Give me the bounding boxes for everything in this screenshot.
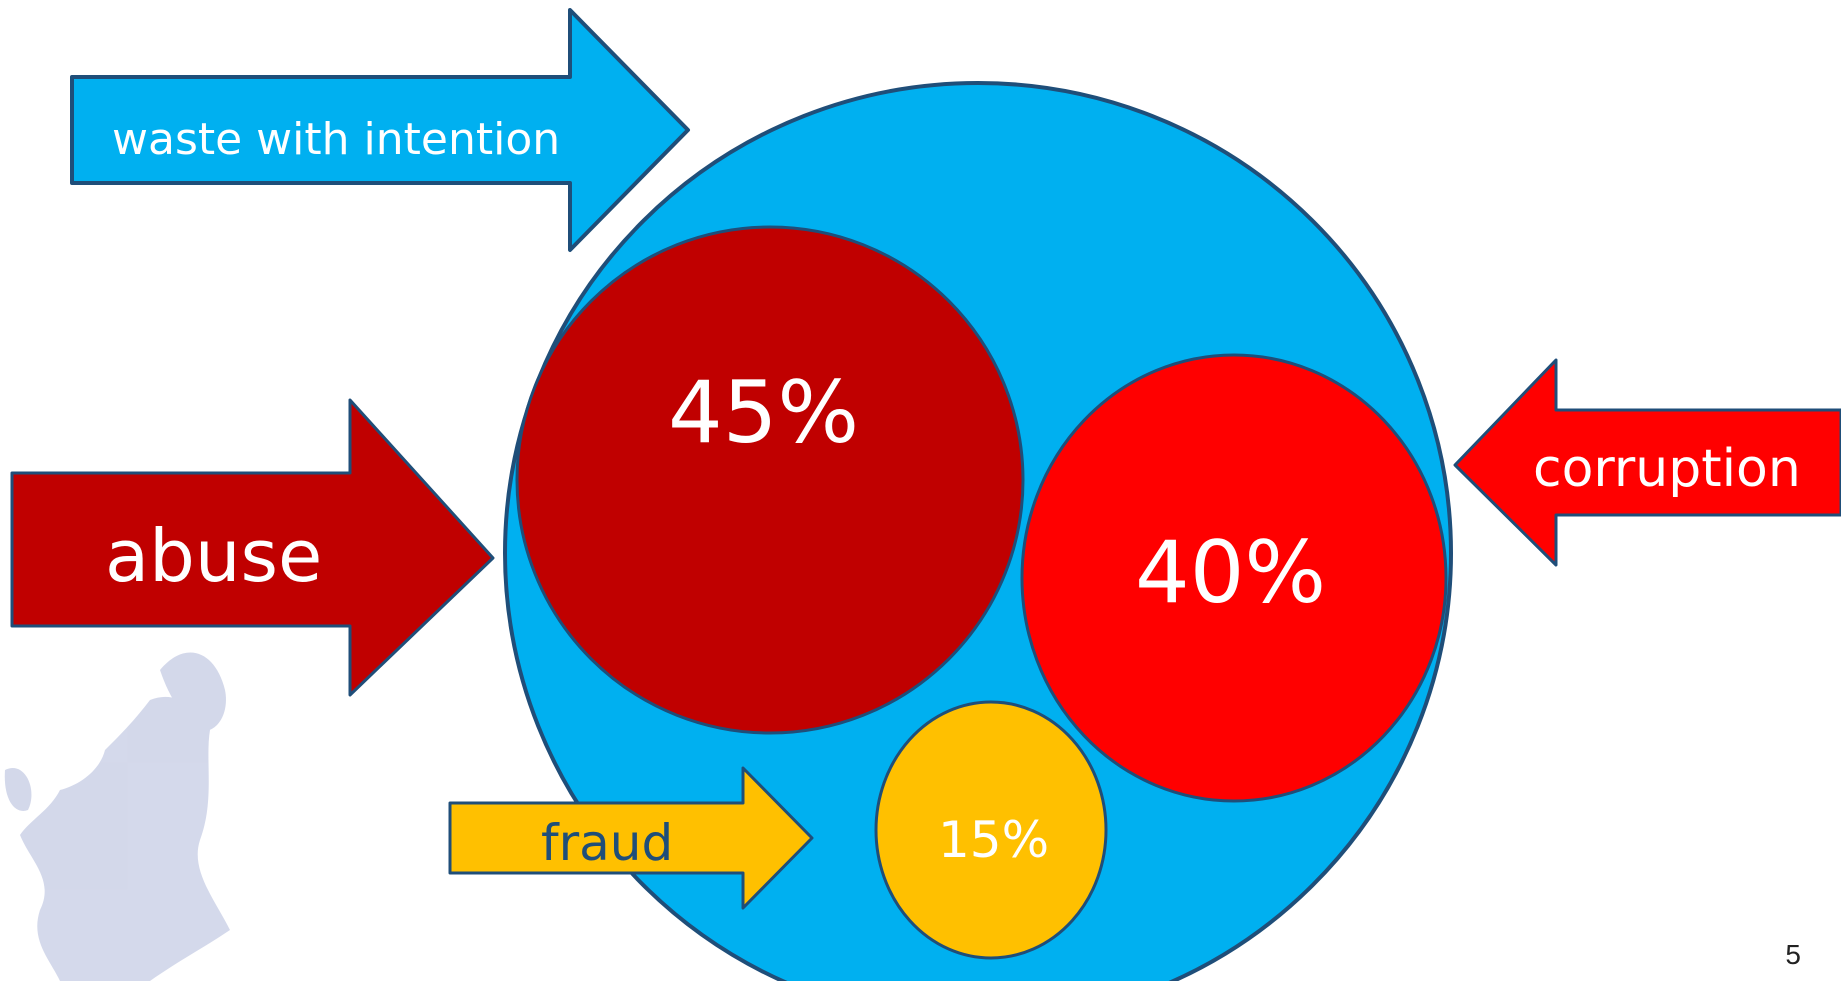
waste-with-intention-label: waste with intention (112, 114, 561, 165)
waste-with-intention-arrow (70, 8, 690, 252)
fraud-circle (874, 700, 1108, 960)
fraud-label: fraud (541, 814, 674, 872)
corruption-circle (1020, 353, 1448, 803)
page-number: 5 (1785, 939, 1801, 970)
corruption-label: corruption (1533, 439, 1801, 499)
corruption-arrow (1453, 358, 1841, 567)
corruption-value: 40% (1135, 523, 1327, 623)
fraud-arrow (448, 766, 814, 910)
europe-map-watermark (4, 652, 230, 981)
abuse-circle (515, 225, 1025, 735)
abuse-arrow (10, 398, 495, 697)
abuse-label: abuse (105, 514, 323, 598)
abuse-value: 45% (668, 363, 860, 463)
fraud-value: 15% (938, 811, 1050, 869)
